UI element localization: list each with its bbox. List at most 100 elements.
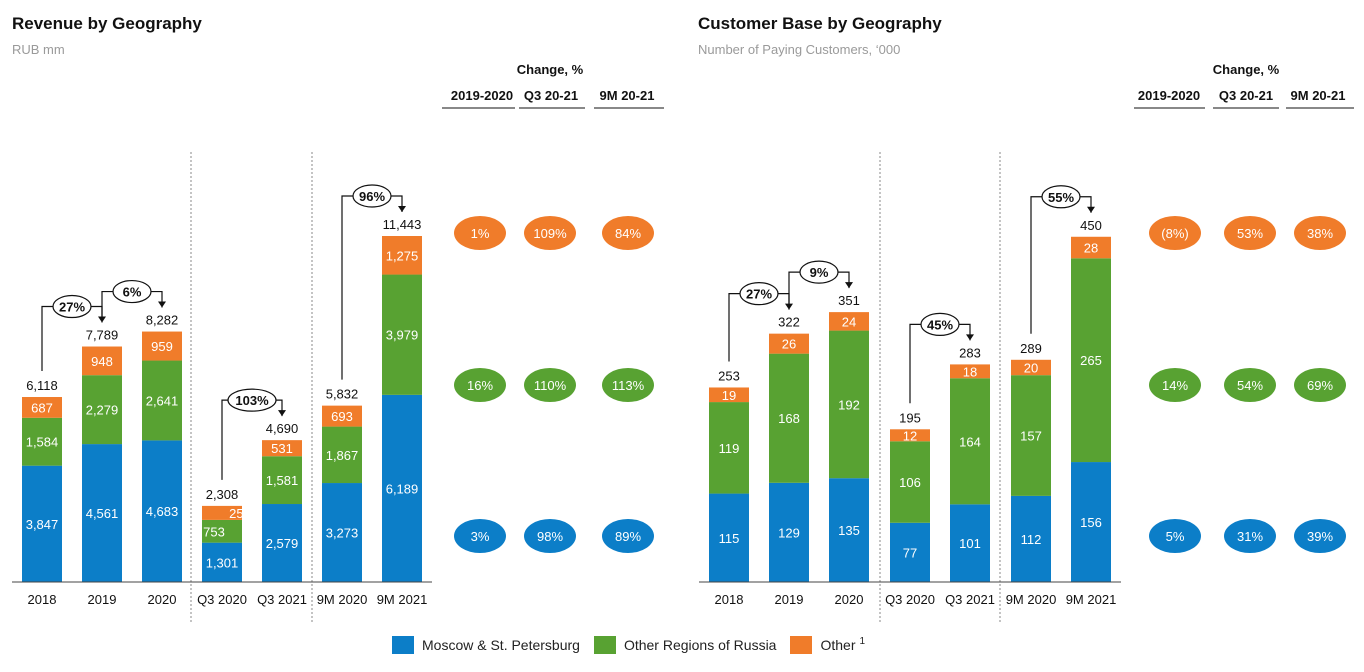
- chart0-change-value-1-2: 113%: [612, 378, 645, 393]
- chart0-bar-0-4: [262, 504, 302, 582]
- chart1-growth-label-0: 27%: [746, 287, 772, 302]
- chart0-tick-3: Q3 2020: [197, 592, 247, 607]
- chart0-tick-0: 2018: [28, 592, 57, 607]
- chart0-tick-5: 9M 2020: [317, 592, 368, 607]
- chart1-bar-0-1: [769, 482, 809, 582]
- chart0-change-pill-0-2: [602, 216, 654, 250]
- chart0-change-value-1-0: 16%: [467, 378, 493, 393]
- chart1-bar-label-2-1: 26: [782, 337, 796, 352]
- chart1-change-value-1-1: 54%: [1237, 378, 1263, 393]
- chart1-bar-label-2-6: 28: [1084, 241, 1098, 256]
- chart1-growth-badge-1: [799, 260, 839, 284]
- chart1-bar-0-4: [950, 504, 990, 582]
- chart1-growth-arrow-1: [845, 282, 853, 289]
- chart1-change-pill-1-2: [1294, 368, 1346, 402]
- chart0-change-col-2: 9M 20-21: [600, 88, 655, 103]
- chart0-growth-badge-1: [112, 279, 152, 304]
- chart0-bar-1-2: [142, 360, 182, 441]
- chart0-bar-label-0-0: 3,847: [26, 517, 59, 532]
- chart0-change-value-2-2: 89%: [615, 529, 641, 544]
- chart0-bar-1-3: [202, 519, 242, 543]
- chart0-bar-2-1: [82, 346, 122, 376]
- chart0-bar-label-1-5: 1,867: [326, 448, 359, 463]
- chart1-change-col-2: 9M 20-21: [1291, 88, 1346, 103]
- chart1-total-2: 351: [838, 293, 860, 308]
- legend-item-other: Other 1: [790, 636, 865, 654]
- chart1-change-value-0-2: 38%: [1307, 226, 1333, 241]
- chart1-change-value-2-1: 31%: [1237, 529, 1263, 544]
- chart0-total-2: 8,282: [146, 313, 179, 328]
- chart1-bar-1-2: [829, 330, 869, 479]
- chart0-bar-1-6: [382, 274, 422, 395]
- chart0-bar-0-5: [322, 483, 362, 582]
- chart0-bar-1-5: [322, 426, 362, 484]
- chart1-tick-2: 2020: [835, 592, 864, 607]
- chart1-bar-label-0-6: 156: [1080, 515, 1102, 530]
- chart0-bar-label-0-3: 1,301: [206, 555, 239, 570]
- chart0-change-pill-1-0: [454, 368, 506, 402]
- chart0-change-value-2-0: 3%: [471, 529, 490, 544]
- chart0-change-pill-0-1: [524, 216, 576, 250]
- chart0-bar-0-2: [142, 440, 182, 582]
- chart0-bar-label-0-2: 4,683: [146, 504, 179, 519]
- chart0-bar-2-0: [22, 397, 62, 418]
- chart0-bar-label-1-0: 1,584: [26, 435, 59, 450]
- chart1-change-title: Change, %: [1213, 62, 1280, 77]
- chart0-bar-2-5: [322, 405, 362, 427]
- legend-swatch-green: [593, 636, 616, 654]
- chart1-bar-label-1-1: 168: [778, 411, 800, 426]
- legend-item-other-regions: Other Regions of Russia: [593, 636, 777, 654]
- chart0-growth-badge-3: [352, 184, 392, 208]
- chart1-bar-1-0: [709, 402, 749, 494]
- chart1-growth-badge-3: [1041, 185, 1081, 209]
- chart1-tick-4: Q3 2021: [945, 592, 995, 607]
- chart0-bar-label-2-2: 959: [151, 339, 173, 354]
- chart1-bar-0-5: [1011, 495, 1051, 582]
- chart0-tick-4: Q3 2021: [257, 592, 307, 607]
- revenue-chart-subtitle: RUB mm: [12, 42, 65, 57]
- chart1-change-pill-1-0: [1149, 368, 1201, 402]
- chart0-bar-label-2-1: 948: [91, 354, 113, 369]
- chart1-bar-1-1: [769, 353, 809, 483]
- customer-chart-subtitle: Number of Paying Customers, ‘000: [698, 42, 901, 57]
- chart0-change-pill-2-1: [524, 519, 576, 553]
- chart0-bar-1-4: [262, 456, 302, 505]
- customer-chart-title: Customer Base by Geography: [698, 14, 942, 33]
- legend-swatch-blue: [392, 636, 414, 654]
- chart0-bar-label-0-4: 2,579: [266, 536, 299, 551]
- chart1-total-1: 322: [778, 315, 800, 330]
- chart0-change-value-0-2: 84%: [615, 226, 641, 241]
- chart1-growth-label-3: 55%: [1048, 190, 1074, 205]
- legend-label-other-regions: Other Regions of Russia: [623, 637, 777, 653]
- chart0-tick-1: 2019: [88, 592, 117, 607]
- chart0-growth-label-2: 103%: [235, 393, 269, 408]
- chart1-total-3: 195: [899, 410, 921, 425]
- chart1-growth-arrow-3: [1087, 206, 1095, 213]
- chart0-bar-label-2-5: 693: [331, 409, 353, 424]
- chart1-bar-2-3: [890, 429, 930, 442]
- revenue-chart-title: Revenue by Geography: [12, 14, 202, 33]
- chart1-bar-label-2-0: 19: [722, 388, 736, 403]
- chart1-bar-label-1-5: 157: [1020, 429, 1042, 444]
- chart1-bar-label-0-3: 77: [903, 545, 917, 560]
- chart1-bar-label-1-2: 192: [838, 397, 860, 412]
- chart0-growth-arrow-2: [278, 410, 286, 417]
- chart1-tick-0: 2018: [715, 592, 744, 607]
- chart1-tick-6: 9M 2021: [1066, 592, 1117, 607]
- chart0-change-pill-1-2: [602, 368, 654, 402]
- legend-label-other: Other: [820, 637, 856, 653]
- chart1-bar-label-0-1: 129: [778, 525, 800, 540]
- chart1-change-pill-2-0: [1149, 519, 1201, 553]
- chart1-change-col-0: 2019-2020: [1138, 88, 1200, 103]
- chart1-bar-2-6: [1071, 236, 1111, 259]
- chart1-change-value-2-2: 39%: [1307, 529, 1333, 544]
- chart1-bar-label-1-4: 164: [959, 434, 981, 449]
- chart1-change-pill-0-0: [1149, 216, 1201, 250]
- chart1-growth-label-1: 9%: [810, 265, 829, 280]
- chart0-total-0: 6,118: [26, 378, 58, 393]
- chart1-total-5: 289: [1020, 341, 1042, 356]
- chart0-growth-arrow-1: [158, 301, 166, 308]
- chart1-bar-label-1-0: 119: [719, 441, 740, 456]
- chart0-bar-2-6: [382, 236, 422, 275]
